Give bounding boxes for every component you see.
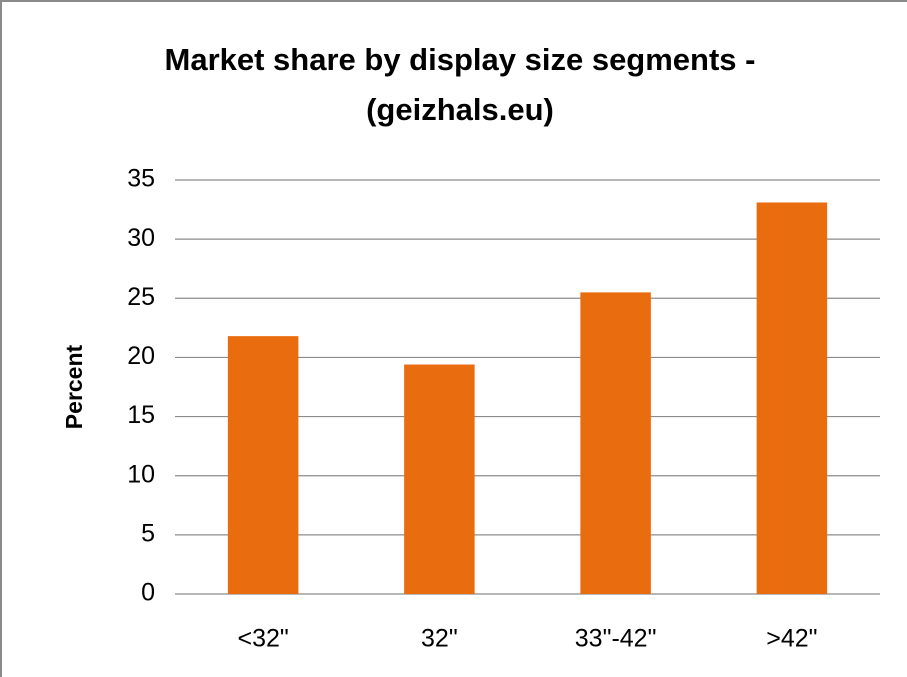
x-tick-label: 33"-42": [575, 625, 657, 653]
bar: [756, 202, 828, 594]
x-tick-label: <32": [237, 625, 288, 653]
y-tick-label: 20: [127, 342, 155, 370]
y-tick-label: 30: [127, 224, 155, 252]
x-tick-label: 32": [421, 625, 458, 653]
y-tick-label: 15: [127, 401, 155, 429]
bar: [404, 364, 475, 594]
y-tick-label: 35: [127, 165, 155, 193]
y-axis-label: Percent: [61, 344, 87, 429]
y-tick-label: 0: [141, 579, 155, 607]
y-tick-label: 10: [127, 460, 155, 488]
y-tick-label: 5: [141, 519, 155, 547]
bar: [227, 336, 299, 594]
chart-title: (geizhals.eu): [366, 92, 554, 127]
chart-title: Market share by display size segments -: [165, 42, 756, 77]
x-tick-label: >42": [766, 625, 817, 653]
bar: [580, 292, 651, 594]
y-tick-label: 25: [127, 283, 155, 311]
